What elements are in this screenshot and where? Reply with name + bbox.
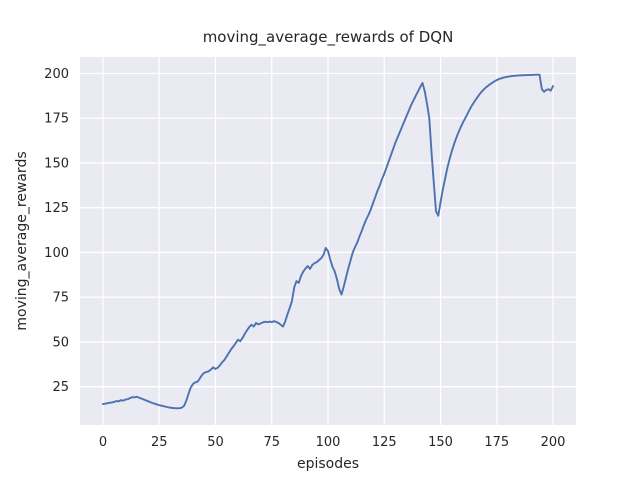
x-tick-label: 125 [372,435,397,450]
x-tick-label: 50 [207,435,224,450]
y-axis-label: moving_average_rewards [14,151,30,330]
x-tick-label: 150 [428,435,453,450]
dqn-reward-line [101,73,554,410]
y-tick-label: 25 [52,380,69,395]
x-tick-label: 0 [99,435,107,450]
x-tick-label: 100 [316,435,341,450]
x-tick-label: 200 [541,435,566,450]
gridlines [80,57,576,425]
chart-title: moving_average_rewards of DQN [203,28,454,47]
y-tick-labels: 25 50 75 100 125 150 175 200 [44,67,69,395]
y-tick-label: 175 [44,112,69,127]
y-tick-label: 150 [44,156,69,171]
y-tick-label: 200 [44,67,69,82]
x-tick-labels: 0 25 50 75 100 125 150 175 200 [99,435,566,450]
y-tick-label: 125 [44,201,69,216]
y-tick-label: 75 [52,291,69,306]
x-axis-label: episodes [297,456,359,472]
y-tick-label: 50 [52,335,69,350]
x-tick-label: 175 [484,435,509,450]
x-tick-label: 25 [151,435,168,450]
y-tick-label: 100 [44,246,69,261]
x-tick-label: 75 [263,435,280,450]
